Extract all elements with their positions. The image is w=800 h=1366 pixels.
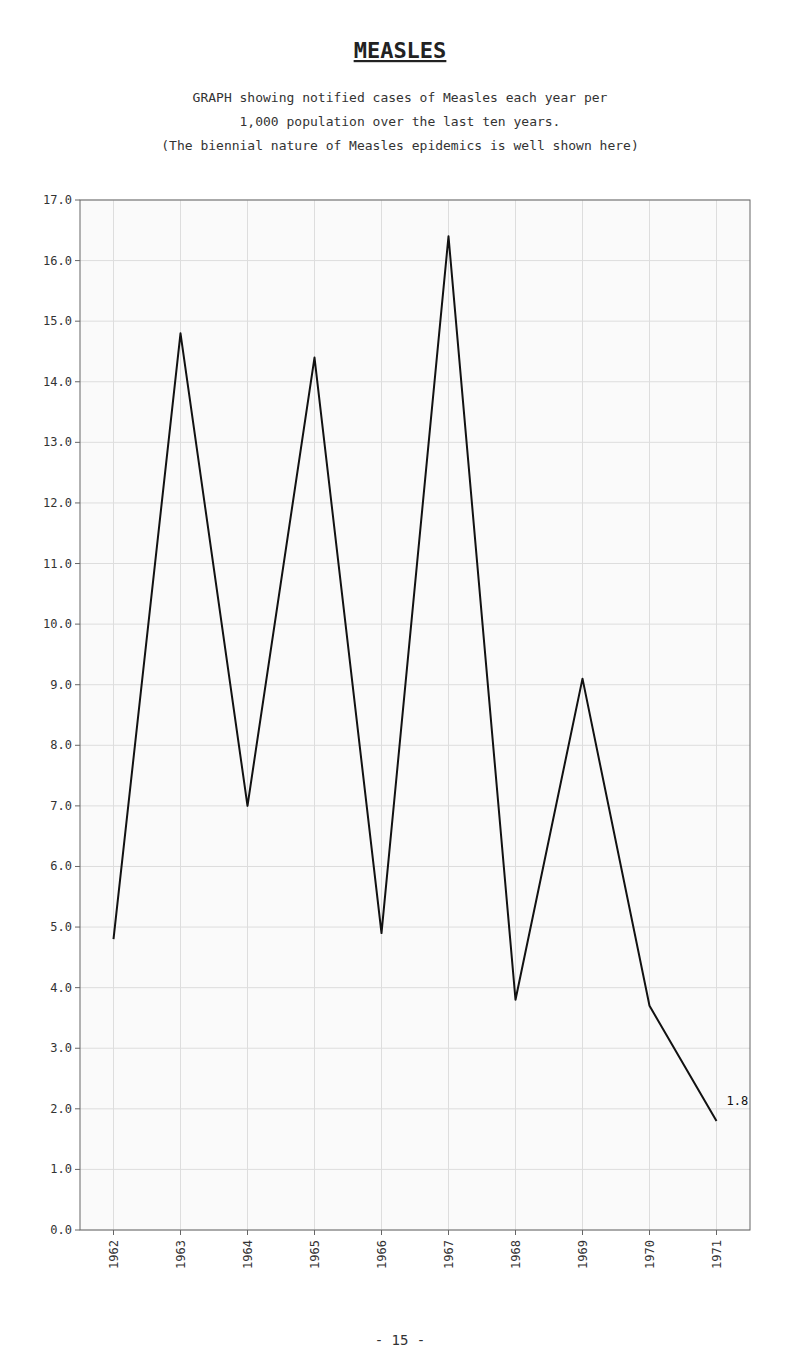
series [114, 236, 717, 1121]
tick [448, 1230, 449, 1235]
tick-label: 5.0 [50, 920, 72, 934]
tick-label: 2.0 [50, 1102, 72, 1116]
grid-line [381, 200, 382, 1230]
subtitle: (The biennial nature of Measles epidemic… [161, 138, 638, 153]
tick-label: 1965 [308, 1240, 322, 1269]
tick [716, 1230, 717, 1235]
tick-label: 10.0 [43, 617, 72, 631]
tick [75, 805, 80, 806]
subtitle: GRAPH showing notified cases of Measles … [193, 90, 608, 105]
line [114, 236, 717, 1121]
tick [75, 321, 80, 322]
chart: MEASLES GRAPH showing notified cases of M… [0, 0, 800, 1366]
tick-label: 1.0 [50, 1162, 72, 1176]
grid-line [716, 200, 717, 1230]
grid-line [649, 200, 650, 1230]
tick [247, 1230, 248, 1235]
tick-label: 13.0 [43, 435, 72, 449]
tick-label: 1969 [576, 1240, 590, 1269]
grid-line [314, 200, 315, 1230]
tick-label: 1970 [643, 1240, 657, 1269]
tick [515, 1230, 516, 1235]
tick [314, 1230, 315, 1235]
tick-label: 1971 [710, 1240, 724, 1269]
tick [649, 1230, 650, 1235]
tick-label: 4.0 [50, 981, 72, 995]
tick [75, 381, 80, 382]
tick [582, 1230, 583, 1235]
tick-label: 1967 [442, 1240, 456, 1269]
tick [75, 987, 80, 988]
tick-label: 15.0 [43, 314, 72, 328]
grid-line [515, 200, 516, 1230]
tick-label: 12.0 [43, 496, 72, 510]
tick [75, 1048, 80, 1049]
tick [75, 1230, 80, 1231]
tick [75, 1108, 80, 1109]
tick-label: 1968 [509, 1240, 523, 1269]
tick-label: 11.0 [43, 557, 72, 571]
tick [75, 502, 80, 503]
tick [75, 624, 80, 625]
grid-line [247, 200, 248, 1230]
page-label: - 15 - [375, 1332, 426, 1348]
annotation: 1.8 [727, 1094, 749, 1108]
tick [75, 260, 80, 261]
grid [80, 200, 750, 1230]
grid-line [582, 200, 583, 1230]
tick [180, 1230, 181, 1235]
tick-label: 16.0 [43, 254, 72, 268]
subtitle: 1,000 population over the last ten years… [240, 114, 561, 129]
tick [75, 200, 80, 201]
tick [75, 866, 80, 867]
tick [75, 745, 80, 746]
tick-label: 9.0 [50, 678, 72, 692]
plot-area [80, 200, 750, 1230]
tick-label: 17.0 [43, 193, 72, 207]
tick-label: 0.0 [50, 1223, 72, 1237]
tick-label: 6.0 [50, 859, 72, 873]
tick [75, 1169, 80, 1170]
tick-label: 1962 [107, 1240, 121, 1269]
tick-label: 7.0 [50, 799, 72, 813]
axes: 0.0 1.0 2.0 3.0 4.0 5.0 6.0 7.0 8.0 9.0 10.0 11.0 12… [43, 193, 750, 1269]
tick-label: 3.0 [50, 1041, 72, 1055]
tick-label: 1966 [375, 1240, 389, 1269]
tick [381, 1230, 382, 1235]
grid-line [448, 200, 449, 1230]
grid-line [180, 200, 181, 1230]
frame [80, 200, 750, 1230]
tick [75, 442, 80, 443]
tick [113, 1230, 114, 1235]
title: MEASLES [354, 38, 447, 63]
tick [75, 563, 80, 564]
tick-label: 14.0 [43, 375, 72, 389]
tick [75, 927, 80, 928]
grid-line [113, 200, 114, 1230]
tick-label: 1964 [241, 1240, 255, 1269]
tick [75, 684, 80, 685]
tick-label: 8.0 [50, 738, 72, 752]
tick-label: 1963 [174, 1240, 188, 1269]
